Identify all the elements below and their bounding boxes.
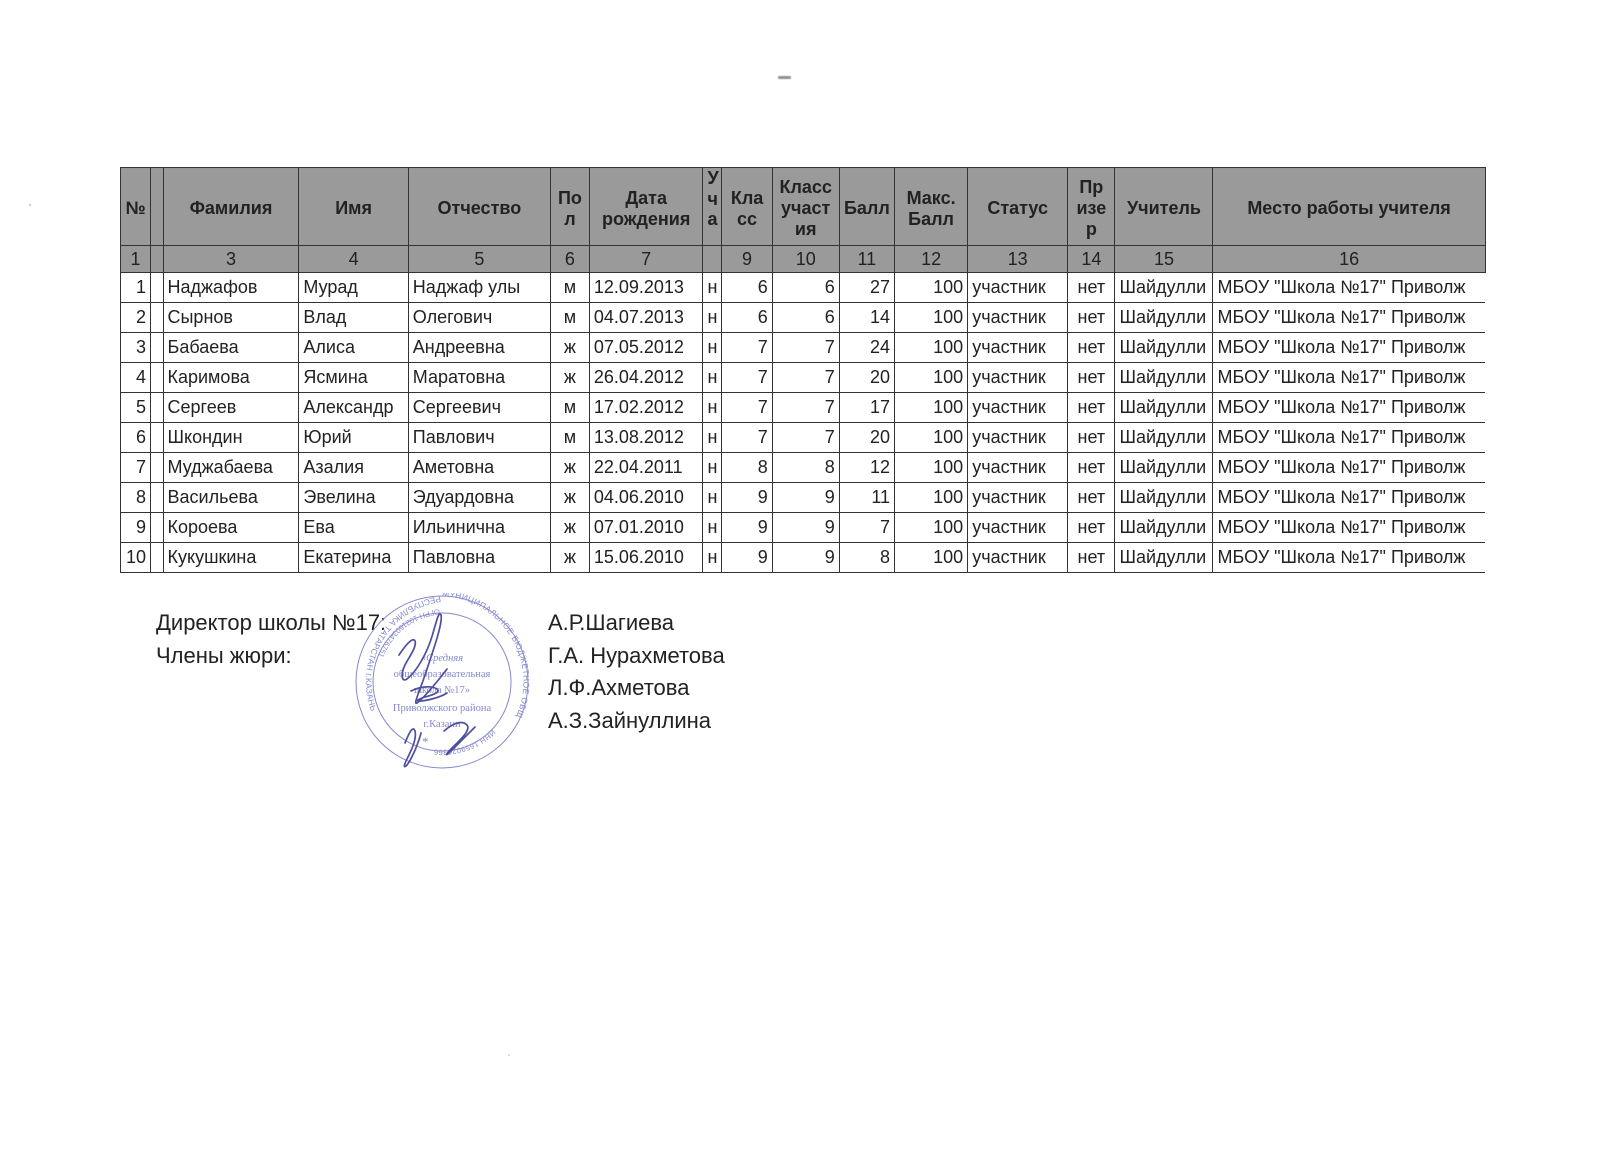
svg-text:*: * (422, 734, 429, 749)
svg-text:Приволжского района: Приволжского района (393, 703, 492, 714)
svg-text:«Средняя: «Средняя (421, 653, 463, 664)
svg-text:г.Казани: г.Казани (423, 719, 461, 730)
